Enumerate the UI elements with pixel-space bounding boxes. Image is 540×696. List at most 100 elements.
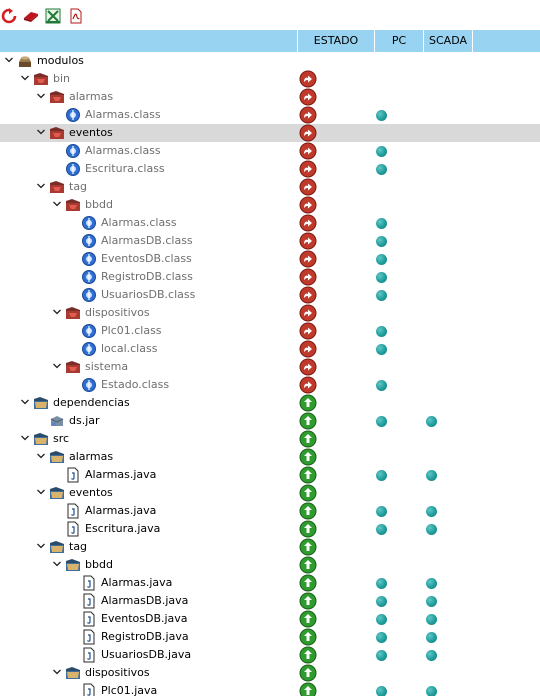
tree-row[interactable]: UsuariosDB.class <box>0 286 540 304</box>
tree-label: dispositivos <box>85 306 150 319</box>
tree-row[interactable]: Plc01.class <box>0 322 540 340</box>
java-icon <box>81 647 97 663</box>
tree-row[interactable]: dispositivos <box>0 304 540 322</box>
tree-label: UsuariosDB.class <box>101 288 196 301</box>
tree-label: alarmas <box>69 90 114 103</box>
chevron-down-icon[interactable] <box>20 433 30 443</box>
folder-red-icon <box>49 125 65 141</box>
scada-status-dot <box>426 596 437 607</box>
status-error-icon <box>299 340 317 358</box>
class-icon <box>65 161 81 177</box>
tree-row[interactable]: src <box>0 430 540 448</box>
status-ok-icon <box>299 574 317 592</box>
chevron-down-icon[interactable] <box>36 91 46 101</box>
pc-status-dot <box>376 236 387 247</box>
chevron-down-icon[interactable] <box>52 559 62 569</box>
tree-row[interactable]: EventosDB.class <box>0 250 540 268</box>
status-ok-icon <box>299 682 317 696</box>
tree-row[interactable]: tag <box>0 178 540 196</box>
scada-status-dot <box>426 524 437 535</box>
tree-row[interactable]: bin <box>0 70 540 88</box>
tree-row[interactable]: local.class <box>0 340 540 358</box>
tree-row[interactable]: modulos <box>0 52 540 70</box>
column-header: ESTADO PC SCADA <box>0 30 540 52</box>
tree-row[interactable]: Escritura.class <box>0 160 540 178</box>
tree-row[interactable]: sistema <box>0 358 540 376</box>
chevron-down-icon[interactable] <box>36 451 46 461</box>
tree-row[interactable]: RegistroDB.class <box>0 268 540 286</box>
tree-row[interactable]: ds.jar <box>0 412 540 430</box>
chevron-down-icon[interactable] <box>36 181 46 191</box>
tree-row[interactable]: alarmas <box>0 448 540 466</box>
chevron-down-icon[interactable] <box>52 667 62 677</box>
tree-row[interactable]: Alarmas.class <box>0 106 540 124</box>
chevron-down-icon[interactable] <box>52 307 62 317</box>
chevron-down-icon[interactable] <box>36 541 46 551</box>
tree-row[interactable]: Estado.class <box>0 376 540 394</box>
pc-status-dot <box>376 506 387 517</box>
jar-icon <box>49 413 65 429</box>
folder-red-icon <box>49 179 65 195</box>
scada-status-dot <box>426 686 437 696</box>
tree-row[interactable]: Alarmas.java <box>0 574 540 592</box>
chevron-down-icon[interactable] <box>52 199 62 209</box>
tree-row[interactable]: tag <box>0 538 540 556</box>
column-estado[interactable]: ESTADO <box>297 30 374 52</box>
folder-red-icon <box>65 359 81 375</box>
tree-row[interactable]: AlarmasDB.class <box>0 232 540 250</box>
status-ok-icon <box>299 502 317 520</box>
class-icon <box>81 215 97 231</box>
chevron-down-icon[interactable] <box>36 487 46 497</box>
tree-row[interactable]: EventosDB.java <box>0 610 540 628</box>
status-error-icon <box>299 286 317 304</box>
tree-row[interactable]: alarmas <box>0 88 540 106</box>
status-ok-icon <box>299 430 317 448</box>
tree-row[interactable]: dependencias <box>0 394 540 412</box>
folder-blue-icon <box>65 665 81 681</box>
pc-status-dot <box>376 110 387 121</box>
class-icon <box>65 107 81 123</box>
status-ok-icon <box>299 628 317 646</box>
status-ok-icon <box>299 538 317 556</box>
tree-row[interactable]: eventos <box>0 124 540 142</box>
tree-row[interactable]: Escritura.java <box>0 520 540 538</box>
tree-row[interactable]: bbdd <box>0 196 540 214</box>
pc-status-dot <box>376 272 387 283</box>
tree-row[interactable]: bbdd <box>0 556 540 574</box>
chevron-down-icon[interactable] <box>20 397 30 407</box>
tree-row[interactable]: Alarmas.class <box>0 214 540 232</box>
tree-row[interactable]: dispositivos <box>0 664 540 682</box>
project-tree: modulos bin alarmas Alarmas.class eventos Ala… <box>0 52 540 696</box>
chevron-down-icon[interactable] <box>36 127 46 137</box>
pc-status-dot <box>376 524 387 535</box>
scada-status-dot <box>426 470 437 481</box>
chevron-down-icon[interactable] <box>4 55 14 65</box>
tree-row[interactable]: eventos <box>0 484 540 502</box>
tree-label: Alarmas.class <box>85 144 161 157</box>
tree-row[interactable]: Alarmas.java <box>0 502 540 520</box>
tree-label: Alarmas.class <box>101 216 177 229</box>
tree-row[interactable]: AlarmasDB.java <box>0 592 540 610</box>
tree-label: RegistroDB.java <box>101 630 189 643</box>
tree-row[interactable]: Alarmas.class <box>0 142 540 160</box>
status-error-icon <box>299 124 317 142</box>
scada-status-dot <box>426 416 437 427</box>
tree-label: bbdd <box>85 198 113 211</box>
tree-row[interactable]: UsuariosDB.java <box>0 646 540 664</box>
eraser-icon[interactable] <box>23 8 39 24</box>
column-pc[interactable]: PC <box>374 30 423 52</box>
tree-row[interactable]: RegistroDB.java <box>0 628 540 646</box>
refresh-icon[interactable] <box>1 8 17 24</box>
status-error-icon <box>299 178 317 196</box>
excel-icon[interactable] <box>45 8 61 24</box>
tree-label: eventos <box>69 126 113 139</box>
chevron-down-icon[interactable] <box>52 361 62 371</box>
pdf-icon[interactable] <box>68 8 84 24</box>
column-scada[interactable]: SCADA <box>423 30 473 52</box>
tree-row[interactable]: Alarmas.java <box>0 466 540 484</box>
chevron-down-icon[interactable] <box>20 73 30 83</box>
tree-label: EventosDB.java <box>101 612 188 625</box>
pc-status-dot <box>376 146 387 157</box>
folder-blue-icon <box>49 485 65 501</box>
tree-row[interactable]: Plc01.java <box>0 682 540 696</box>
